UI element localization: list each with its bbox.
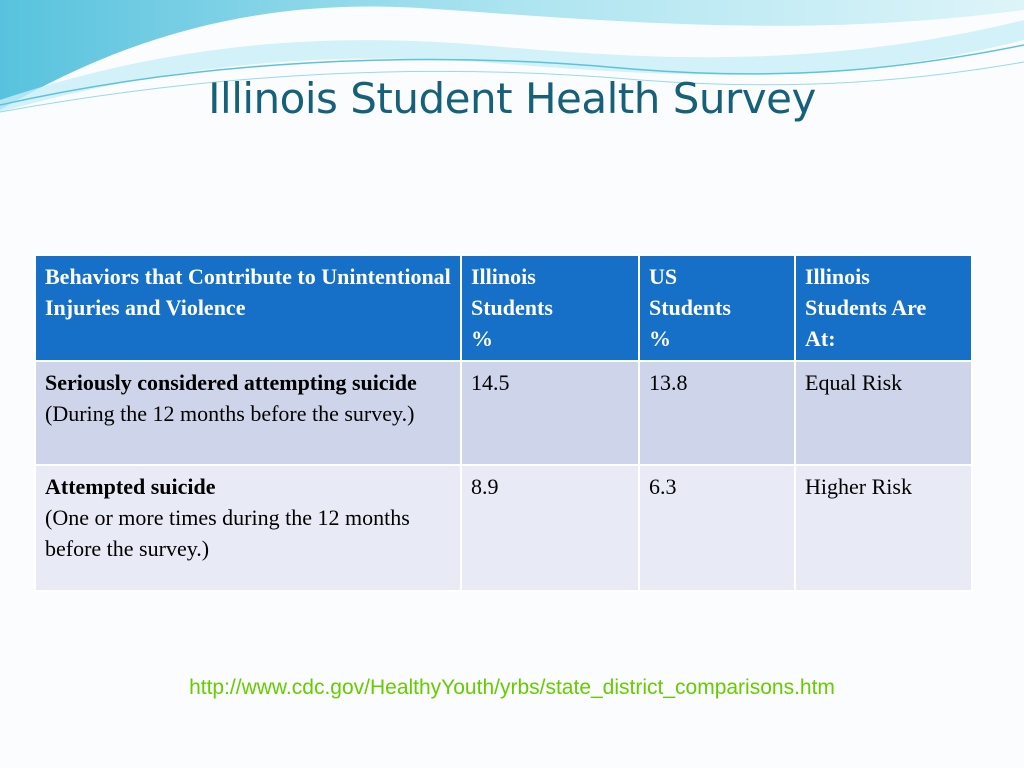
data-table: Behaviors that Contribute to Unintention…	[34, 254, 973, 592]
table-row: Attempted suicide (One or more times duri…	[34, 464, 973, 592]
risk-cell: Equal Risk	[794, 360, 973, 466]
column-header: US Students %	[638, 254, 796, 362]
us-cell: 13.8	[638, 360, 796, 466]
risk-cell: Higher Risk	[794, 464, 973, 592]
behavior-cell: Attempted suicide (One or more times duri…	[34, 464, 462, 592]
source-link[interactable]: http://www.cdc.gov/HealthyYouth/yrbs/sta…	[189, 676, 835, 699]
illinois-cell: 14.5	[460, 360, 640, 466]
behavior-note: (During the 12 months before the survey.…	[45, 401, 415, 426]
wave-decoration	[0, 0, 1024, 113]
column-header: Illinois Students Are At:	[794, 254, 973, 362]
us-cell: 6.3	[638, 464, 796, 592]
behavior-cell: Seriously considered attempting suicide …	[34, 360, 462, 466]
column-header: Illinois Students %	[460, 254, 640, 362]
slide-title: Illinois Student Health Survey	[208, 74, 816, 123]
column-header: Behaviors that Contribute to Unintention…	[34, 254, 462, 362]
behavior: Attempted suicide	[45, 474, 216, 499]
illinois-cell: 8.9	[460, 464, 640, 592]
behavior: Seriously considered attempting suicide	[45, 370, 417, 395]
behavior-note: (One or more times during the 12 months …	[45, 505, 410, 561]
table-row: Seriously considered attempting suicide …	[34, 360, 973, 466]
header-row: Behaviors that Contribute to Unintention…	[34, 254, 973, 362]
